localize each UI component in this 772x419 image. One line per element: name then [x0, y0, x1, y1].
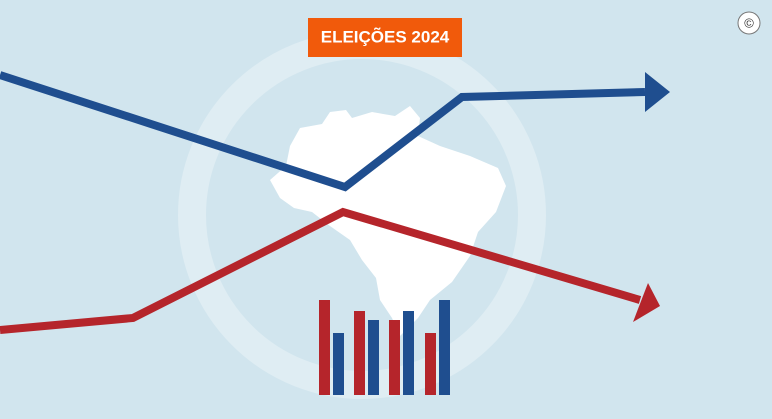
- bar: [368, 320, 379, 395]
- badge-background: [308, 18, 462, 57]
- badge-text: ELEIÇÕES 2024: [321, 26, 450, 46]
- bar: [439, 300, 450, 395]
- bar-group: [319, 300, 450, 395]
- bar: [403, 311, 414, 395]
- red-trend-line: [0, 207, 642, 334]
- copyright-badge: [737, 11, 761, 35]
- bar: [354, 311, 365, 395]
- bar: [389, 320, 400, 395]
- blue-arrowhead: [645, 72, 670, 112]
- bar: [333, 333, 344, 395]
- bar: [425, 333, 436, 395]
- blue-trend-line: [0, 71, 646, 192]
- red-arrowhead: [633, 283, 660, 322]
- bar: [319, 300, 330, 395]
- copyright-text: ©: [744, 15, 754, 30]
- brazil-map: [270, 106, 506, 336]
